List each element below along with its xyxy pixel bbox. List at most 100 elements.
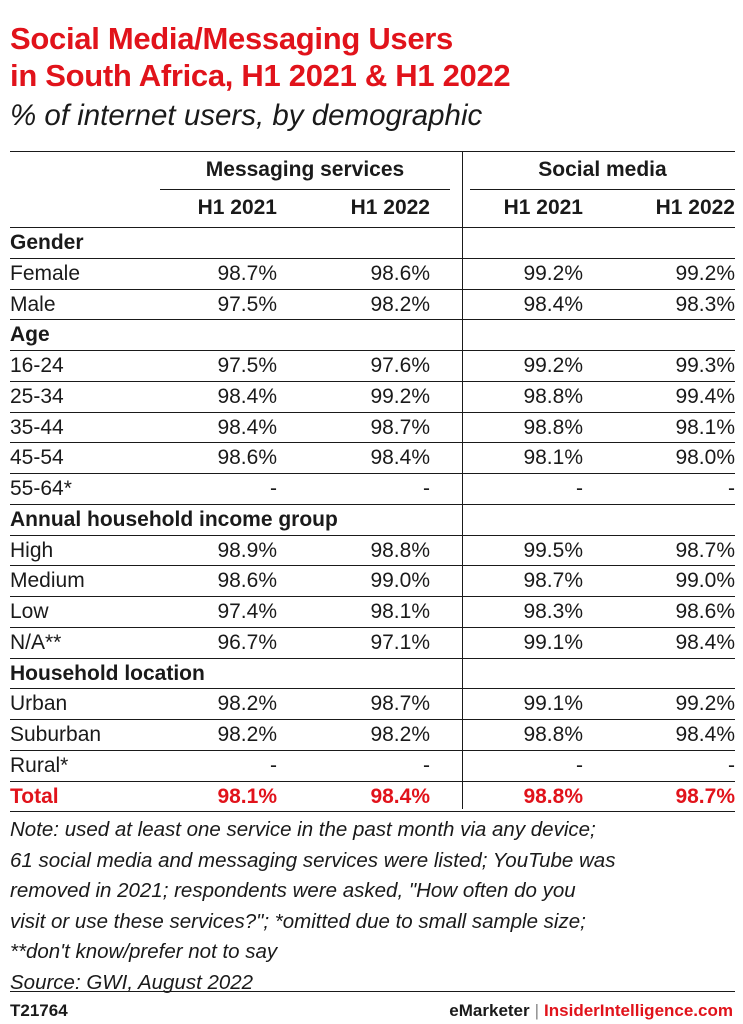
note-line: Note: used at least one service in the p…: [10, 818, 596, 841]
source-line: Source: GWI, August 2022: [10, 970, 254, 994]
table-cell: 97.4%: [217, 600, 277, 623]
row-rule: [10, 781, 735, 782]
row-rule: [10, 627, 735, 628]
table-cell: -: [728, 753, 735, 777]
table-row-label: Female: [10, 261, 81, 285]
table-row-label: 35-44: [10, 415, 64, 439]
table-cell: 98.2%: [217, 692, 277, 716]
row-rule: [10, 535, 735, 536]
table-cell: 98.4%: [370, 784, 430, 808]
table-row-label: High: [10, 538, 54, 562]
header-rule: [10, 227, 735, 228]
chart-note: Note: used at least one service in the p…: [10, 815, 738, 998]
table-row-label: Suburban: [10, 723, 102, 746]
row-rule: [10, 381, 735, 382]
row-rule: [10, 596, 735, 597]
table-cell: 97.6%: [370, 354, 430, 377]
row-rule: [10, 565, 735, 566]
group-header-messaging: Messaging services: [205, 158, 405, 181]
row-rule: [10, 719, 735, 720]
table-cell: 98.1%: [675, 415, 735, 439]
table-cell: 98.8%: [523, 723, 583, 746]
table-cell: -: [576, 477, 583, 500]
table-cell: 99.2%: [523, 354, 583, 377]
chart-subtitle: % of internet users, by demographic: [10, 99, 483, 132]
footer-rule: [10, 991, 735, 992]
table-cell: -: [270, 477, 277, 500]
table-cell: 98.7%: [675, 538, 735, 562]
note-line: visit or use these services?"; *omitted …: [10, 909, 586, 933]
section-header: Household location: [10, 661, 205, 685]
row-rule: [10, 319, 735, 320]
table-cell: 97.5%: [217, 292, 277, 316]
chart-title: Social Media/Messaging Users in South Af…: [10, 20, 735, 94]
table-row-label: 25-34: [10, 384, 64, 408]
row-rule: [10, 688, 735, 689]
table-cell: 98.3%: [523, 600, 583, 623]
table-cell: 99.1%: [523, 630, 583, 654]
table-cell: 98.4%: [675, 723, 735, 746]
table-cell: 98.1%: [523, 446, 583, 470]
table-cell: 98.6%: [675, 600, 735, 623]
table-cell: 98.2%: [370, 723, 430, 746]
row-rule: [10, 289, 735, 290]
table-row-label: 16-24: [10, 354, 64, 377]
title-line-1: Social Media/Messaging Users: [10, 21, 453, 56]
table-row-label: Urban: [10, 692, 68, 716]
table-cell: 98.1%: [217, 784, 277, 808]
group-underline-messaging: [160, 189, 450, 190]
section-header: Annual household income group: [10, 507, 338, 531]
row-rule: [10, 442, 735, 443]
table-cell: 98.7%: [370, 692, 430, 716]
row-rule: [10, 350, 735, 351]
row-rule: [10, 504, 735, 505]
brand-separator: |: [534, 1001, 540, 1020]
table-cell: 98.9%: [217, 538, 277, 562]
table-cell: 98.7%: [217, 261, 277, 285]
table-cell: -: [423, 477, 430, 500]
table-cell: 98.4%: [217, 415, 277, 439]
table-cell: 98.4%: [523, 292, 583, 316]
column-header: H1 2022: [350, 196, 430, 219]
table-cell: 99.2%: [523, 261, 583, 285]
table-row-label: Male: [10, 292, 56, 316]
table-row-label: Low: [10, 600, 49, 623]
footer-brand: eMarketer | InsiderIntelligence.com: [449, 1001, 733, 1021]
row-rule: [10, 412, 735, 413]
total-row-label: Total: [10, 784, 59, 808]
table-cell: 98.6%: [370, 261, 430, 285]
table-cell: -: [576, 753, 583, 777]
table-cell: 99.2%: [675, 692, 735, 716]
note-line: 61 social media and messaging services w…: [10, 848, 616, 872]
column-group-divider: [462, 151, 463, 809]
row-rule: [10, 258, 735, 259]
table-cell: 99.0%: [370, 569, 430, 593]
column-header: H1 2021: [503, 196, 583, 219]
table-cell: 98.7%: [370, 415, 430, 439]
table-cell: 97.5%: [217, 354, 277, 377]
table-cell: 99.3%: [675, 354, 735, 377]
table-cell: 99.4%: [675, 384, 735, 408]
section-header: Age: [10, 323, 50, 347]
table-cell: 96.7%: [217, 630, 277, 654]
section-header: Gender: [10, 231, 84, 254]
table-cell: -: [270, 753, 277, 777]
brand-insiderintelligence-link[interactable]: InsiderIntelligence.com: [544, 1001, 733, 1020]
table-cell: 99.1%: [523, 692, 583, 716]
table-cell: 98.8%: [523, 415, 583, 439]
row-rule: [10, 473, 735, 474]
table-cell: 98.8%: [523, 784, 583, 808]
note-line: **don't know/prefer not to say: [10, 940, 278, 963]
note-line: removed in 2021; respondents were asked,…: [10, 879, 576, 902]
table-cell: -: [728, 477, 735, 500]
table-cell: 98.8%: [370, 538, 430, 562]
table-cell: 98.3%: [675, 292, 735, 316]
table-cell: 99.5%: [523, 538, 583, 562]
brand-emarketer: eMarketer: [449, 1001, 530, 1020]
table-cell: 98.7%: [523, 569, 583, 593]
row-rule: [10, 750, 735, 751]
table-row-label: 45-54: [10, 446, 64, 470]
table-cell: 99.0%: [675, 569, 735, 593]
column-header: H1 2021: [197, 196, 277, 219]
table-cell: 98.4%: [370, 446, 430, 470]
